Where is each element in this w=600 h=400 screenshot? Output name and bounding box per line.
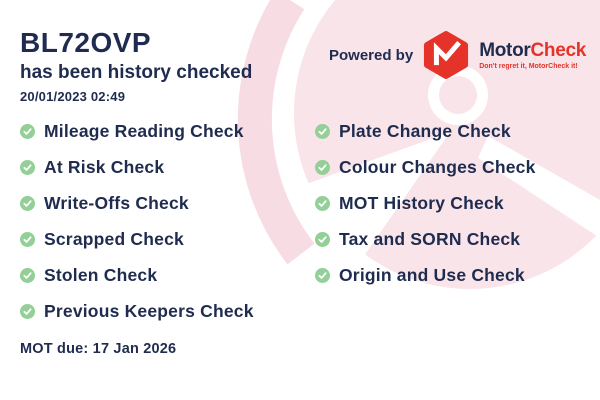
green-check-circle-icon (315, 123, 330, 139)
green-check-circle-icon (20, 195, 35, 211)
green-check-circle-icon (20, 267, 35, 283)
brand-check: Check (530, 39, 586, 61)
check-label: Scrapped Check (44, 228, 184, 249)
check-label: Mileage Reading Check (44, 120, 244, 141)
check-label: Plate Change Check (339, 120, 511, 141)
check-item: Write-Offs Check (20, 185, 254, 221)
green-check-circle-icon (315, 195, 330, 211)
card-header: BL72OVP has been history checked 20/01/2… (20, 27, 253, 104)
green-check-circle-icon (20, 159, 35, 175)
green-check-circle-icon (20, 231, 35, 247)
card-subtitle: has been history checked (20, 61, 253, 83)
green-check-circle-icon (315, 231, 330, 247)
check-item: Scrapped Check (20, 221, 254, 257)
check-timestamp: 20/01/2023 02:49 (20, 88, 126, 104)
green-check-circle-icon (20, 303, 35, 319)
check-label: Tax and SORN Check (339, 228, 521, 249)
check-item: Plate Change Check (315, 113, 536, 149)
green-check-circle-icon (315, 267, 330, 283)
green-check-circle-icon (20, 123, 35, 139)
checks-column-left: Mileage Reading Check At Risk Check Writ… (20, 113, 254, 329)
check-label: MOT History Check (339, 192, 504, 213)
check-item: Colour Changes Check (315, 149, 536, 185)
check-label: Colour Changes Check (339, 156, 536, 177)
brand-motor: Motor (479, 39, 531, 61)
check-item: Origin and Use Check (315, 257, 536, 293)
check-label: Write-Offs Check (44, 192, 189, 213)
powered-by-label: Powered by (329, 46, 414, 64)
check-label: Stolen Check (44, 264, 158, 285)
registration-plate: BL72OVP (20, 27, 152, 58)
check-label: At Risk Check (44, 156, 165, 177)
check-item: At Risk Check (20, 149, 254, 185)
check-label: Previous Keepers Check (44, 300, 254, 321)
check-item: Tax and SORN Check (315, 221, 536, 257)
check-item: Stolen Check (20, 257, 254, 293)
mot-due-date: MOT due: 17 Jan 2026 (20, 341, 177, 357)
brand-tagline: Don't regret it, MotorCheck it! (479, 62, 578, 70)
motorcheck-logo-icon[interactable] (423, 30, 469, 80)
powered-by-block: Powered by MotorCheck Don't regret it, M… (329, 30, 586, 80)
motorcheck-wordmark[interactable]: MotorCheck Don't regret it, MotorCheck i… (479, 41, 586, 70)
checks-column-right: Plate Change Check Colour Changes Check … (315, 113, 536, 293)
check-item: Previous Keepers Check (20, 293, 254, 329)
green-check-circle-icon (315, 159, 330, 175)
check-item: MOT History Check (315, 185, 536, 221)
check-label: Origin and Use Check (339, 264, 525, 285)
check-item: Mileage Reading Check (20, 113, 254, 149)
